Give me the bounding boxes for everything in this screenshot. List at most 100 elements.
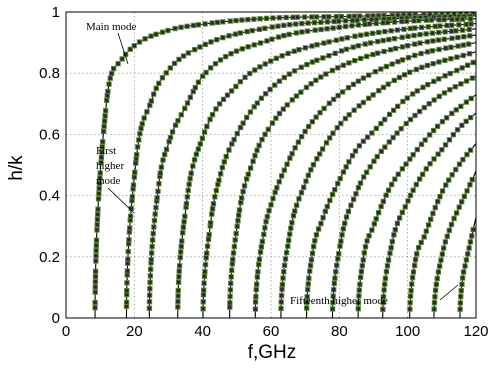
- annotation-fifteenth-higher-mode: Fifteenth higher mode: [290, 284, 459, 307]
- annotation-first-higher-line1: First: [96, 145, 116, 157]
- mode-1-point: [96, 180, 103, 186]
- mode-3-point: [276, 34, 282, 40]
- mode-8-point: [334, 125, 340, 131]
- mode-5-point: [411, 32, 417, 39]
- mode-12-point: [467, 114, 474, 121]
- mode-8-point: [380, 84, 387, 91]
- mode-6-point: [412, 41, 418, 47]
- mode-3-point: [157, 170, 163, 176]
- mode-7-point: [292, 145, 298, 151]
- mode-7-point: [295, 139, 301, 145]
- mode-12-point: [380, 294, 387, 300]
- mode-9-point: [390, 107, 397, 113]
- mode-6-point: [329, 67, 336, 74]
- mode-7-point: [272, 189, 278, 195]
- mode-12-point: [402, 204, 408, 210]
- mode-1-point: [92, 299, 98, 306]
- mode-8-point: [278, 293, 285, 299]
- mode-1-point: [102, 113, 108, 119]
- mode-10-point: [412, 112, 418, 119]
- mode-9-point: [313, 232, 320, 238]
- mode-10-point: [332, 275, 338, 281]
- mode-1-point: [93, 242, 99, 249]
- mode-8-point: [280, 275, 286, 281]
- mode-10-point: [348, 202, 354, 208]
- mode-7-point: [309, 119, 315, 125]
- mode-5-point: [355, 43, 361, 49]
- mode-5-point: [201, 280, 207, 286]
- mode-9-point: [369, 130, 375, 136]
- mode-13-point: [437, 193, 443, 200]
- mode-6-point: [234, 223, 240, 229]
- mode-7-point: [395, 59, 401, 65]
- mode-14-point: [453, 210, 460, 216]
- mode-3-point: [399, 18, 405, 25]
- mode-2-point: [349, 17, 356, 24]
- mode-8-point: [278, 299, 284, 305]
- mode-10-point: [355, 184, 362, 191]
- mode-4-point: [182, 213, 188, 219]
- mode-1-point: [257, 16, 263, 22]
- mode-6-point: [392, 45, 399, 52]
- mode-4-point: [444, 22, 450, 29]
- mode-14-point: [440, 245, 447, 251]
- mode-14-point: [461, 193, 467, 200]
- mode-5-point: [226, 147, 232, 153]
- mode-5-point: [442, 29, 448, 35]
- mode-2-point: [180, 53, 187, 59]
- mode-4-point: [190, 163, 196, 169]
- mode-3-point: [373, 20, 379, 27]
- mode-3-point: [195, 79, 202, 85]
- mode-1-point: [202, 21, 208, 27]
- mode-7-point: [252, 299, 259, 305]
- mode-5-point: [240, 120, 246, 126]
- mode-14-point: [432, 287, 439, 293]
- mode-9-point: [304, 305, 310, 311]
- mode-6-point: [298, 89, 304, 95]
- mode-3-point: [148, 256, 154, 263]
- mode-12-point: [419, 171, 426, 177]
- mode-5-point: [221, 159, 227, 165]
- mode-4-point: [247, 70, 253, 77]
- mode-12-point: [396, 215, 403, 221]
- mode-2-point: [127, 225, 133, 231]
- mode-4-point: [204, 123, 210, 130]
- mode-6-point: [352, 57, 358, 64]
- mode-9-point: [327, 197, 333, 204]
- mode-4-point: [309, 43, 315, 49]
- mode-9-point: [337, 175, 343, 182]
- mode-5-point: [343, 46, 350, 52]
- mode-2-point: [262, 25, 268, 32]
- mode-6-point: [239, 195, 245, 201]
- mode-5-point: [281, 74, 287, 81]
- mode-2-point: [197, 44, 203, 50]
- mode-1-point: [106, 81, 112, 87]
- mode-6-point: [233, 230, 239, 237]
- mode-12-point: [417, 176, 423, 182]
- mode-11-point: [373, 216, 379, 222]
- y-tick-label: 1: [52, 4, 60, 21]
- mode-6-point: [323, 71, 329, 77]
- mode-3-point: [184, 100, 191, 106]
- mode-1-point: [96, 185, 102, 192]
- mode-8-point: [454, 54, 460, 60]
- mode-3-point: [330, 25, 336, 31]
- mode-10-point: [363, 169, 370, 175]
- mode-5-point: [204, 250, 210, 256]
- mode-10-point: [331, 287, 337, 293]
- mode-2-point: [156, 80, 162, 86]
- mode-6-point: [308, 81, 314, 87]
- mode-3-point: [362, 21, 368, 28]
- markers: [92, 11, 476, 312]
- mode-11-point: [407, 156, 413, 162]
- mode-11-point: [430, 127, 437, 134]
- mode-1-point: [313, 14, 320, 20]
- mode-1-point: [115, 61, 121, 67]
- mode-5-point: [251, 104, 257, 110]
- mode-9-point: [322, 208, 329, 215]
- mode-1-point: [101, 118, 108, 124]
- mode-3-point: [269, 36, 275, 42]
- mode-12-point: [450, 132, 457, 138]
- mode-9-point: [410, 91, 416, 97]
- mode-8-point: [303, 178, 309, 184]
